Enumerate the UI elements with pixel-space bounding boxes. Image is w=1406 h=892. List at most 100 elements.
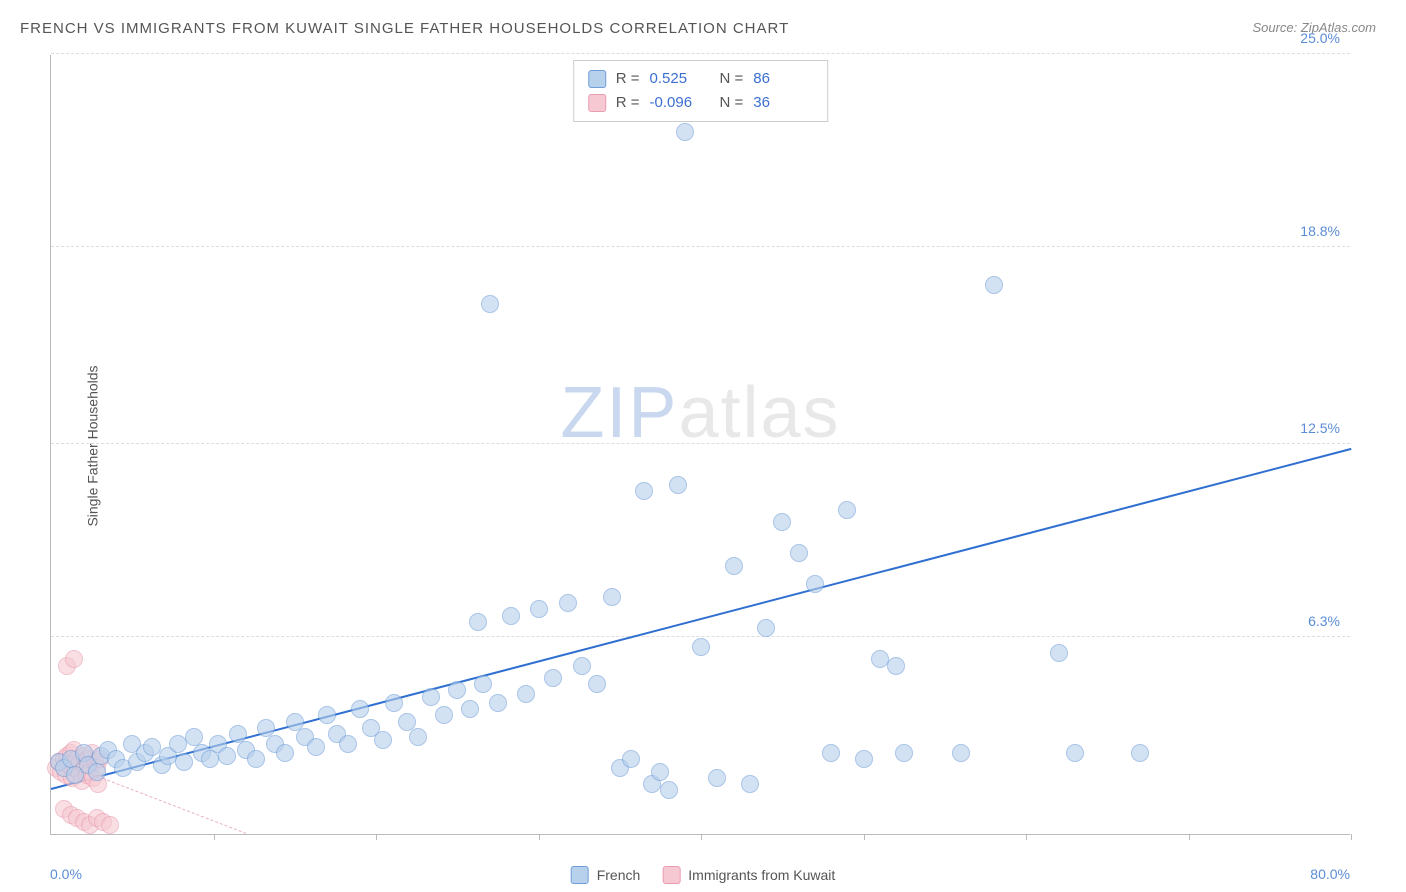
- scatter-point: [409, 728, 427, 746]
- x-tick: [214, 834, 215, 840]
- scatter-point: [651, 763, 669, 781]
- gridline-horizontal: [51, 246, 1350, 247]
- scatter-point: [838, 501, 856, 519]
- x-tick: [1189, 834, 1190, 840]
- scatter-point: [422, 688, 440, 706]
- n-value: 36: [753, 91, 813, 115]
- scatter-point: [385, 694, 403, 712]
- scatter-point: [757, 619, 775, 637]
- scatter-point: [481, 295, 499, 313]
- scatter-point: [822, 744, 840, 762]
- scatter-point: [351, 700, 369, 718]
- y-tick-label: 25.0%: [1300, 30, 1340, 46]
- x-tick: [376, 834, 377, 840]
- plot-area: ZIPatlas R = 0.525 N = 86 R = -0.096 N = 36 6.3…: [50, 55, 1350, 835]
- scatter-point: [374, 731, 392, 749]
- trend-line: [51, 448, 1351, 790]
- scatter-point: [985, 276, 1003, 294]
- correlation-stats-box: R = 0.525 N = 86 R = -0.096 N = 36: [573, 60, 829, 122]
- x-tick: [701, 834, 702, 840]
- scatter-point: [603, 588, 621, 606]
- legend-swatch: [588, 94, 606, 112]
- scatter-point: [65, 650, 83, 668]
- scatter-point: [708, 769, 726, 787]
- x-tick: [1351, 834, 1352, 840]
- scatter-point: [895, 744, 913, 762]
- legend-swatch: [571, 866, 589, 884]
- scatter-point: [88, 763, 106, 781]
- legend-item: Immigrants from Kuwait: [662, 866, 835, 884]
- watermark-part1: ZIP: [560, 373, 678, 453]
- scatter-point: [741, 775, 759, 793]
- scatter-point: [1131, 744, 1149, 762]
- chart-container: FRENCH VS IMMIGRANTS FROM KUWAIT SINGLE …: [0, 0, 1406, 892]
- x-axis-min-label: 0.0%: [50, 866, 82, 882]
- scatter-point: [559, 594, 577, 612]
- scatter-point: [530, 600, 548, 618]
- r-value: -0.096: [650, 91, 710, 115]
- n-label: N =: [720, 91, 744, 115]
- scatter-point: [1066, 744, 1084, 762]
- scatter-point: [143, 738, 161, 756]
- scatter-point: [887, 657, 905, 675]
- scatter-point: [544, 669, 562, 687]
- legend-swatch: [588, 70, 606, 88]
- scatter-point: [622, 750, 640, 768]
- scatter-point: [855, 750, 873, 768]
- stats-row: R = -0.096 N = 36: [588, 91, 814, 115]
- scatter-point: [339, 735, 357, 753]
- stats-row: R = 0.525 N = 86: [588, 67, 814, 91]
- scatter-point: [790, 544, 808, 562]
- x-tick: [539, 834, 540, 840]
- legend-swatch: [662, 866, 680, 884]
- y-tick-label: 18.8%: [1300, 223, 1340, 239]
- n-value: 86: [753, 67, 813, 91]
- chart-title: FRENCH VS IMMIGRANTS FROM KUWAIT SINGLE …: [20, 20, 789, 37]
- gridline-horizontal: [51, 443, 1350, 444]
- scatter-point: [175, 753, 193, 771]
- scatter-point: [660, 781, 678, 799]
- scatter-point: [573, 657, 591, 675]
- scatter-point: [469, 613, 487, 631]
- scatter-point: [201, 750, 219, 768]
- scatter-point: [725, 557, 743, 575]
- r-label: R =: [616, 91, 640, 115]
- scatter-point: [692, 638, 710, 656]
- x-axis-max-label: 80.0%: [1310, 866, 1350, 882]
- scatter-point: [806, 575, 824, 593]
- scatter-point: [448, 681, 466, 699]
- n-label: N =: [720, 67, 744, 91]
- scatter-point: [489, 694, 507, 712]
- scatter-point: [517, 685, 535, 703]
- scatter-point: [676, 123, 694, 141]
- scatter-point: [307, 738, 325, 756]
- watermark-part2: atlas: [678, 373, 840, 453]
- scatter-point: [952, 744, 970, 762]
- scatter-point: [276, 744, 294, 762]
- r-label: R =: [616, 67, 640, 91]
- scatter-point: [502, 607, 520, 625]
- scatter-point: [398, 713, 416, 731]
- scatter-point: [101, 816, 119, 834]
- scatter-point: [247, 750, 265, 768]
- scatter-point: [773, 513, 791, 531]
- scatter-point: [588, 675, 606, 693]
- r-value: 0.525: [650, 67, 710, 91]
- scatter-point: [635, 482, 653, 500]
- y-tick-label: 12.5%: [1300, 420, 1340, 436]
- bottom-legend: French Immigrants from Kuwait: [571, 866, 836, 884]
- scatter-point: [318, 706, 336, 724]
- scatter-point: [218, 747, 236, 765]
- scatter-point: [461, 700, 479, 718]
- gridline-horizontal: [51, 53, 1350, 54]
- scatter-point: [669, 476, 687, 494]
- legend-item: French: [571, 866, 641, 884]
- x-tick: [864, 834, 865, 840]
- scatter-point: [474, 675, 492, 693]
- y-tick-label: 6.3%: [1308, 613, 1340, 629]
- scatter-point: [435, 706, 453, 724]
- legend-label: French: [597, 867, 641, 883]
- x-tick: [1026, 834, 1027, 840]
- legend-label: Immigrants from Kuwait: [688, 867, 835, 883]
- scatter-point: [1050, 644, 1068, 662]
